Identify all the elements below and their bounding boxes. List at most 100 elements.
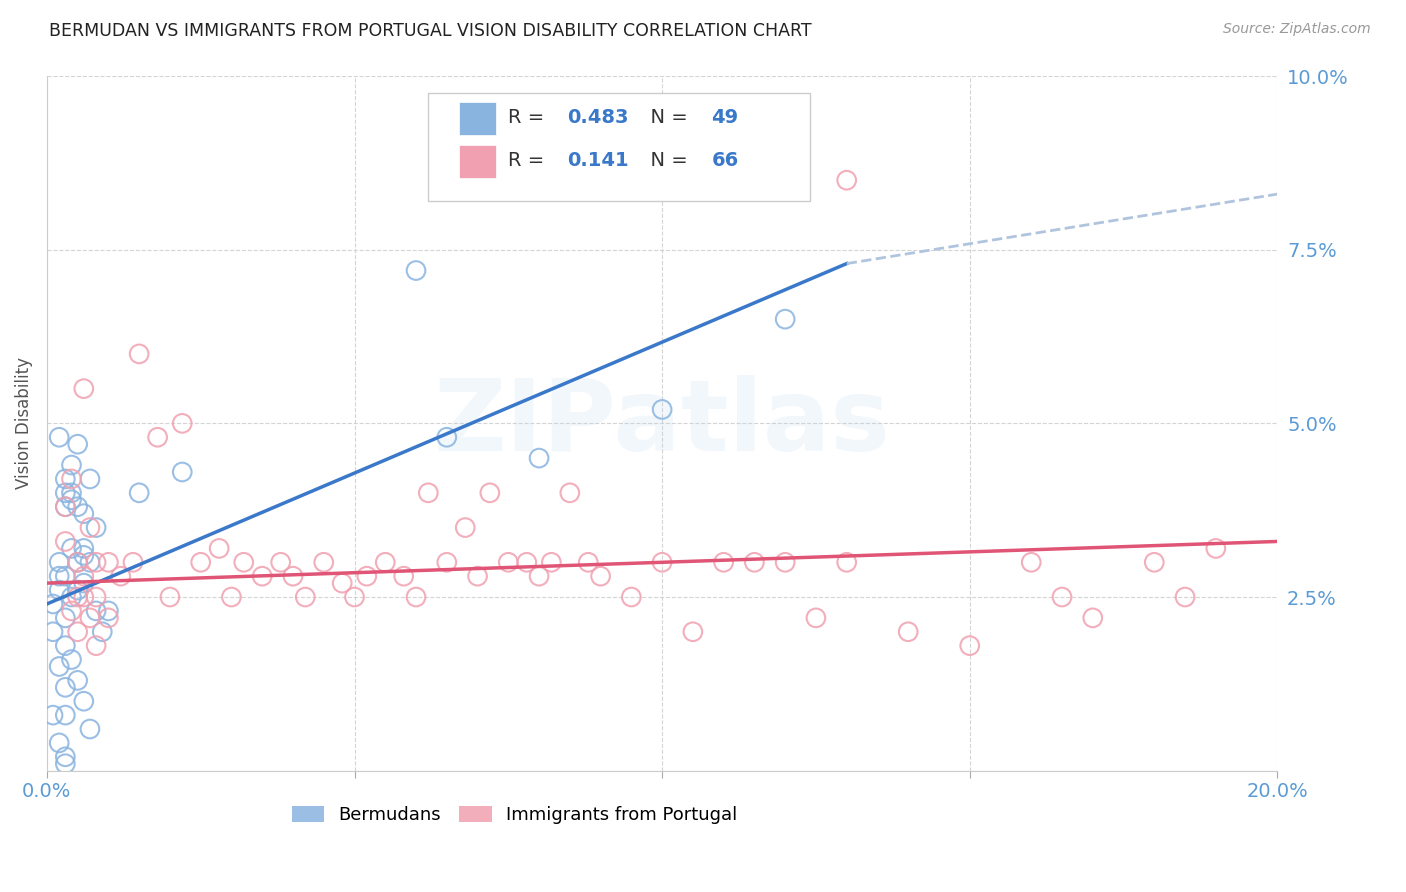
- Point: [773, 312, 796, 326]
- Legend: Bermudans, Immigrants from Portugal: Bermudans, Immigrants from Portugal: [291, 805, 737, 824]
- Point: [208, 541, 231, 556]
- Point: [53, 749, 76, 764]
- Point: [91, 624, 114, 639]
- Point: [959, 639, 981, 653]
- Point: [48, 569, 70, 583]
- Point: [498, 555, 520, 569]
- Point: [84, 520, 107, 534]
- Point: [281, 569, 304, 583]
- Point: [804, 611, 827, 625]
- Point: [190, 555, 212, 569]
- Point: [128, 347, 150, 361]
- Point: [1081, 611, 1104, 625]
- FancyBboxPatch shape: [429, 94, 810, 201]
- Point: [73, 576, 96, 591]
- Point: [1174, 590, 1197, 604]
- Point: [48, 736, 70, 750]
- Text: Source: ZipAtlas.com: Source: ZipAtlas.com: [1223, 22, 1371, 37]
- Point: [60, 458, 83, 472]
- Point: [620, 590, 643, 604]
- Point: [60, 604, 83, 618]
- Point: [436, 555, 458, 569]
- Text: ZIPatlas: ZIPatlas: [433, 375, 890, 472]
- Point: [467, 569, 489, 583]
- Point: [53, 611, 76, 625]
- Point: [312, 555, 335, 569]
- Point: [835, 555, 858, 569]
- Point: [1050, 590, 1073, 604]
- Point: [60, 492, 83, 507]
- Point: [66, 590, 89, 604]
- Point: [66, 555, 89, 569]
- Point: [73, 541, 96, 556]
- Point: [897, 624, 920, 639]
- Point: [835, 173, 858, 187]
- Point: [221, 590, 243, 604]
- Point: [73, 569, 96, 583]
- Y-axis label: Vision Disability: Vision Disability: [15, 358, 32, 490]
- Point: [1205, 541, 1227, 556]
- Text: N =: N =: [637, 152, 693, 170]
- Point: [73, 507, 96, 521]
- Point: [558, 485, 581, 500]
- Point: [540, 555, 562, 569]
- Point: [146, 430, 169, 444]
- Point: [232, 555, 254, 569]
- Point: [405, 263, 427, 277]
- Point: [713, 555, 735, 569]
- Point: [1143, 555, 1166, 569]
- Point: [42, 597, 65, 611]
- Text: R =: R =: [509, 152, 557, 170]
- Text: N =: N =: [637, 108, 693, 128]
- Point: [73, 549, 96, 563]
- Point: [252, 569, 274, 583]
- Point: [84, 604, 107, 618]
- Point: [84, 555, 107, 569]
- Point: [576, 555, 599, 569]
- Text: 0.141: 0.141: [568, 152, 628, 170]
- Point: [79, 472, 101, 486]
- Point: [66, 583, 89, 598]
- Point: [66, 624, 89, 639]
- Point: [60, 652, 83, 666]
- Point: [60, 472, 83, 486]
- Point: [405, 590, 427, 604]
- Point: [42, 624, 65, 639]
- Point: [122, 555, 145, 569]
- Point: [97, 611, 120, 625]
- Point: [682, 624, 704, 639]
- Point: [66, 555, 89, 569]
- Point: [53, 756, 76, 771]
- Point: [651, 402, 673, 417]
- Point: [172, 465, 194, 479]
- Point: [53, 485, 76, 500]
- Point: [79, 520, 101, 534]
- Point: [66, 673, 89, 688]
- Point: [48, 430, 70, 444]
- Point: [53, 472, 76, 486]
- Point: [527, 569, 550, 583]
- Point: [84, 590, 107, 604]
- Point: [53, 708, 76, 723]
- Point: [110, 569, 132, 583]
- Point: [53, 681, 76, 695]
- Point: [330, 576, 353, 591]
- Point: [374, 555, 396, 569]
- Point: [478, 485, 501, 500]
- Point: [744, 555, 766, 569]
- Point: [294, 590, 316, 604]
- Point: [60, 590, 83, 604]
- Point: [53, 500, 76, 514]
- Point: [356, 569, 378, 583]
- Point: [66, 437, 89, 451]
- Point: [1019, 555, 1042, 569]
- Point: [392, 569, 415, 583]
- Point: [454, 520, 477, 534]
- Point: [128, 485, 150, 500]
- Point: [66, 500, 89, 514]
- Point: [172, 417, 194, 431]
- Point: [773, 555, 796, 569]
- Point: [79, 611, 101, 625]
- Point: [97, 555, 120, 569]
- Point: [60, 541, 83, 556]
